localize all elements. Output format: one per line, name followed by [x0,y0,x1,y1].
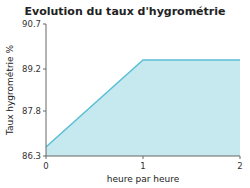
chart: 86.3 87.8 89.2 90.7 0 1 2 heure par heure Taux h… [0,0,250,188]
x-tick [143,156,144,159]
plot-background [46,24,240,156]
y-tick [43,69,46,70]
y-tick-label: 90.7 [22,19,41,29]
y-tick [43,111,46,112]
x-tick [46,156,47,159]
x-tick [240,156,241,159]
x-tick-label: 2 [237,161,242,171]
title: Evolution du taux d'hygrométrie [25,5,226,18]
area-fill [46,60,240,156]
y-tick [43,24,46,25]
x-tick-label: 0 [43,161,48,171]
x-tick-label: 1 [140,161,145,171]
x-axis-label: heure par heure [107,174,180,184]
chart-container: 86.3 87.8 89.2 90.7 0 1 2 heure par heure Taux h… [0,0,250,188]
y-tick-label: 89.2 [22,64,41,74]
y-axis-line [46,24,47,156]
y-tick-label: 86.3 [22,151,41,161]
y-axis-label: Taux hygrométrie % [5,44,15,136]
y-tick-label: 87.8 [22,106,41,116]
plot-area [46,60,240,156]
line [46,60,240,147]
